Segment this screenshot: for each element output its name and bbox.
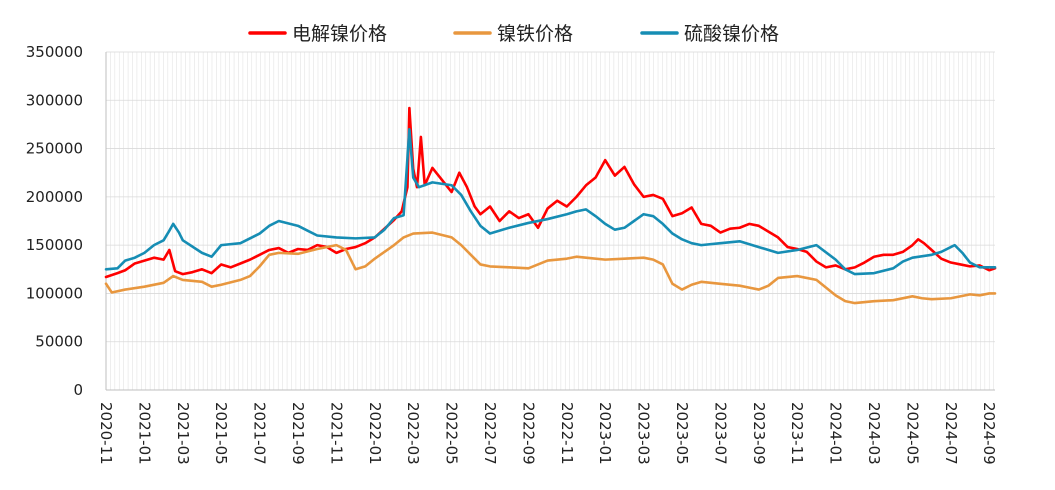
x-tick-label: 2023-09 <box>750 402 768 465</box>
x-tick-label: 2024-07 <box>942 402 960 465</box>
x-tick-label: 2021-03 <box>174 402 192 465</box>
y-tick-label: 0 <box>73 381 83 399</box>
y-tick-label: 100000 <box>26 284 83 302</box>
x-tick-label: 2023-05 <box>673 402 691 465</box>
x-tick-label: 2023-03 <box>635 402 653 465</box>
x-tick-label: 2024-09 <box>980 402 998 465</box>
y-tick-label: 50000 <box>35 333 83 351</box>
x-tick-label: 2021-11 <box>327 402 345 465</box>
series-lines <box>104 106 997 305</box>
legend-label-1: 电解镍价格 <box>292 23 387 45</box>
x-tick-label: 2021-01 <box>135 402 153 465</box>
x-tick-label: 2021-05 <box>212 402 230 465</box>
series-line-2 <box>104 231 997 305</box>
y-tick-label: 350000 <box>26 43 83 61</box>
legend-label-2: 镍铁价格 <box>497 23 573 45</box>
series-line-3 <box>104 127 997 276</box>
x-tick-label: 2024-03 <box>865 402 883 465</box>
x-tick-label: 2021-07 <box>251 402 269 465</box>
x-tick-label: 2023-07 <box>711 402 729 465</box>
x-tick-label: 2022-01 <box>366 402 384 465</box>
x-tick-label: 2022-09 <box>519 402 537 465</box>
legend-label-3: 硫酸镍价格 <box>684 23 779 45</box>
y-tick-label: 150000 <box>26 236 83 254</box>
y-tick-label: 300000 <box>26 91 83 109</box>
x-tick-label: 2023-01 <box>596 402 614 465</box>
grid <box>105 51 995 390</box>
x-tick-label: 2022-11 <box>558 402 576 465</box>
x-tick-label: 2022-03 <box>404 402 422 465</box>
x-tick-label: 2021-09 <box>289 402 307 465</box>
series-line-1 <box>104 106 997 279</box>
y-tick-label: 200000 <box>26 188 83 206</box>
x-tick-label: 2024-05 <box>903 402 921 465</box>
x-tick-label: 2022-07 <box>481 402 499 465</box>
legend: 电解镍价格 镍铁价格 硫酸镍价格 <box>248 23 779 45</box>
axes: 0 50000 100000 150000 200000 250000 300000 3500… <box>26 43 999 465</box>
x-tick-label: 2024-01 <box>827 402 845 465</box>
x-tick-label: 2022-05 <box>443 402 461 465</box>
x-tick-label: 2020-11 <box>97 402 115 465</box>
y-tick-label: 250000 <box>26 140 83 158</box>
x-tick-label: 2023-11 <box>788 402 806 465</box>
